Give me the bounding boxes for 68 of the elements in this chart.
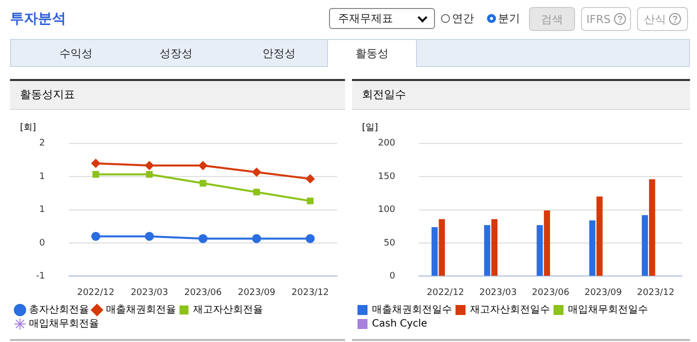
bar	[432, 227, 438, 276]
text: 검색	[529, 7, 575, 31]
point	[198, 234, 208, 244]
legend-label: 재고자산회전율	[193, 304, 263, 316]
x-tick-label: 2023/12	[637, 288, 674, 298]
point	[146, 171, 153, 178]
y-tick-label: 0	[389, 272, 396, 282]
text: 성장성	[158, 46, 194, 62]
x-tick-label: 2023/06	[184, 288, 222, 298]
y-tick-label: 100	[378, 205, 396, 216]
point	[306, 198, 314, 204]
point	[200, 180, 206, 187]
legend-label: 총자산회전율	[29, 304, 89, 316]
y-tick-label: 200	[378, 138, 396, 149]
point	[253, 188, 260, 196]
y-tick-label: 2	[39, 138, 45, 149]
bar	[642, 215, 648, 276]
point	[91, 158, 100, 168]
legend-label: 재고자산회전일수	[470, 304, 550, 316]
x-tick-label: 2023/09	[238, 288, 276, 298]
text: 수익성	[58, 46, 94, 62]
y-tick-label: 1	[39, 205, 45, 216]
bar	[438, 219, 445, 276]
y-axis-title: [회]	[20, 122, 36, 134]
bar	[596, 196, 603, 276]
bar	[536, 225, 543, 276]
y-tick-label: 1	[39, 172, 45, 182]
x-tick-label: 2023/03	[130, 288, 168, 298]
y-axis-title: [일]	[362, 122, 378, 134]
text: IFRS	[586, 12, 611, 26]
y-tick-label: 50	[384, 238, 396, 248]
text: 활동성	[327, 39, 417, 67]
x-tick-label: 2022/12	[426, 288, 464, 298]
text: 주재무제표	[338, 11, 393, 26]
text: 분기	[498, 11, 520, 26]
y-tick-label: 0	[39, 238, 46, 248]
legend-label: Cash Cycle	[372, 318, 428, 330]
point	[92, 171, 100, 178]
y-tick-label: -1	[36, 272, 45, 282]
text: 연간	[452, 11, 474, 26]
x-tick-label: 2023/06	[532, 288, 570, 298]
x-tick-label: 2023/09	[584, 288, 622, 298]
x-tick-label: 2023/03	[479, 288, 517, 298]
y-tick-label: 150	[378, 172, 396, 182]
chart-title: 회전일수	[352, 81, 690, 110]
point	[198, 161, 208, 170]
legend-label: 매출채권회전율	[106, 304, 176, 316]
x-tick-label: 2022/12	[77, 288, 114, 298]
point	[144, 232, 154, 241]
text: 산식	[644, 12, 666, 26]
point	[252, 168, 262, 177]
x-tick-label: 2023/12	[292, 288, 329, 298]
chart-title: 활동성지표	[10, 81, 345, 110]
point	[144, 161, 154, 170]
text: 투자분석	[10, 10, 66, 28]
point	[306, 234, 315, 244]
bar	[589, 220, 596, 276]
bar	[491, 219, 498, 276]
point	[252, 234, 262, 244]
text: 안정성	[262, 46, 296, 62]
point	[306, 174, 315, 184]
bar	[544, 210, 550, 276]
legend-label: 매입채무회전율	[29, 318, 99, 330]
point	[91, 232, 100, 241]
legend-label: 매출채권회전일수	[372, 304, 452, 316]
bar	[484, 225, 490, 276]
bar	[649, 179, 656, 276]
legend-label: 매입채무회전일수	[568, 304, 648, 316]
